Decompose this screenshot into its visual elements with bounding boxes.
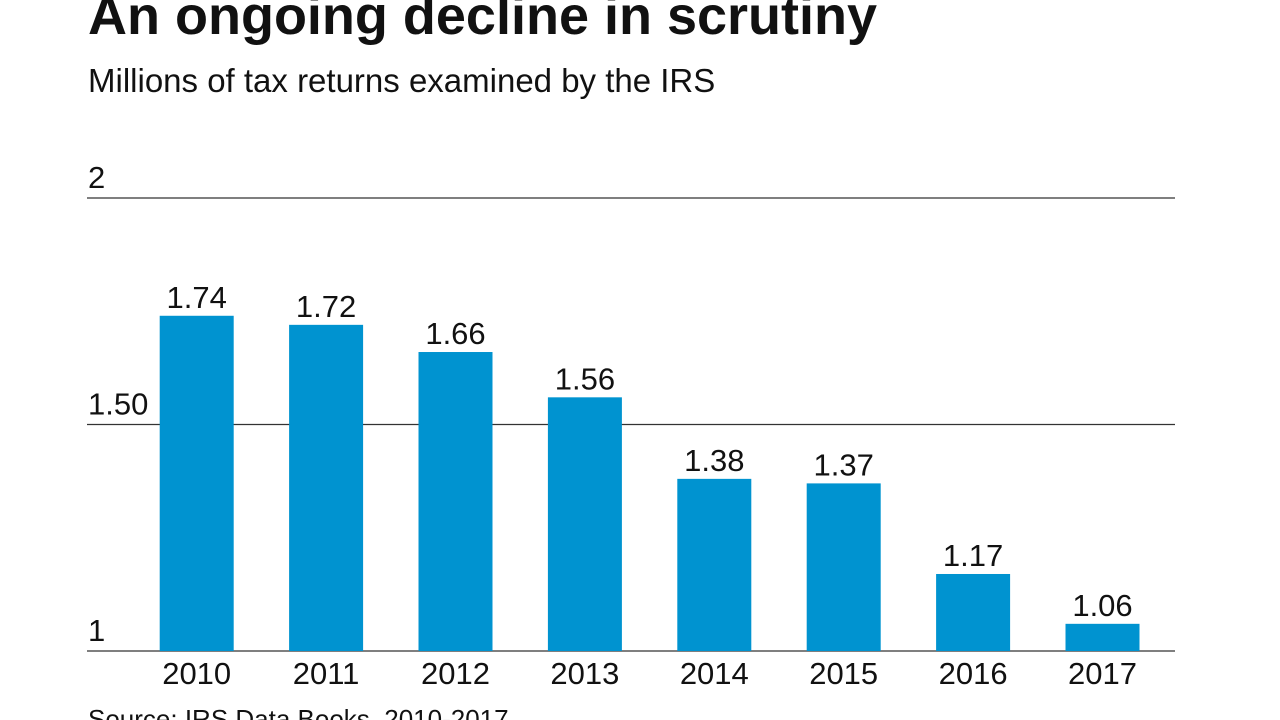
value-label: 1.74 (167, 280, 227, 315)
bar (1065, 623, 1140, 651)
y-tick-label: 2 (88, 160, 105, 195)
value-label: 1.06 (1072, 588, 1132, 623)
x-tick-label: 2011 (293, 656, 360, 691)
value-label: 1.38 (684, 443, 744, 478)
value-label: 1.72 (296, 289, 356, 324)
value-label: 1.17 (943, 538, 1003, 573)
x-tick-label: 2016 (939, 656, 1008, 691)
source-note: Source: IRS Data Books, 2010-2017 (88, 704, 509, 720)
bar (677, 478, 752, 651)
x-tick-label: 2010 (162, 656, 231, 691)
value-label: 1.37 (814, 447, 874, 482)
bar (159, 315, 234, 651)
x-tick-label: 2017 (1068, 656, 1137, 691)
y-tick-label: 1.50 (88, 387, 148, 422)
bar (547, 397, 622, 651)
chart-subtitle: Millions of tax returns examined by the … (88, 62, 715, 99)
x-tick-label: 2015 (809, 656, 878, 691)
chart-title: An ongoing decline in scrutiny (88, 0, 877, 46)
x-tick-label: 2014 (680, 656, 749, 691)
bar (806, 483, 881, 651)
y-tick-label: 1 (88, 613, 105, 648)
bar (289, 324, 364, 651)
bar (936, 573, 1011, 651)
value-label: 1.56 (555, 361, 615, 396)
bar (418, 352, 493, 651)
value-label: 1.66 (425, 316, 485, 351)
x-tick-label: 2013 (550, 656, 619, 691)
x-tick-label: 2012 (421, 656, 490, 691)
